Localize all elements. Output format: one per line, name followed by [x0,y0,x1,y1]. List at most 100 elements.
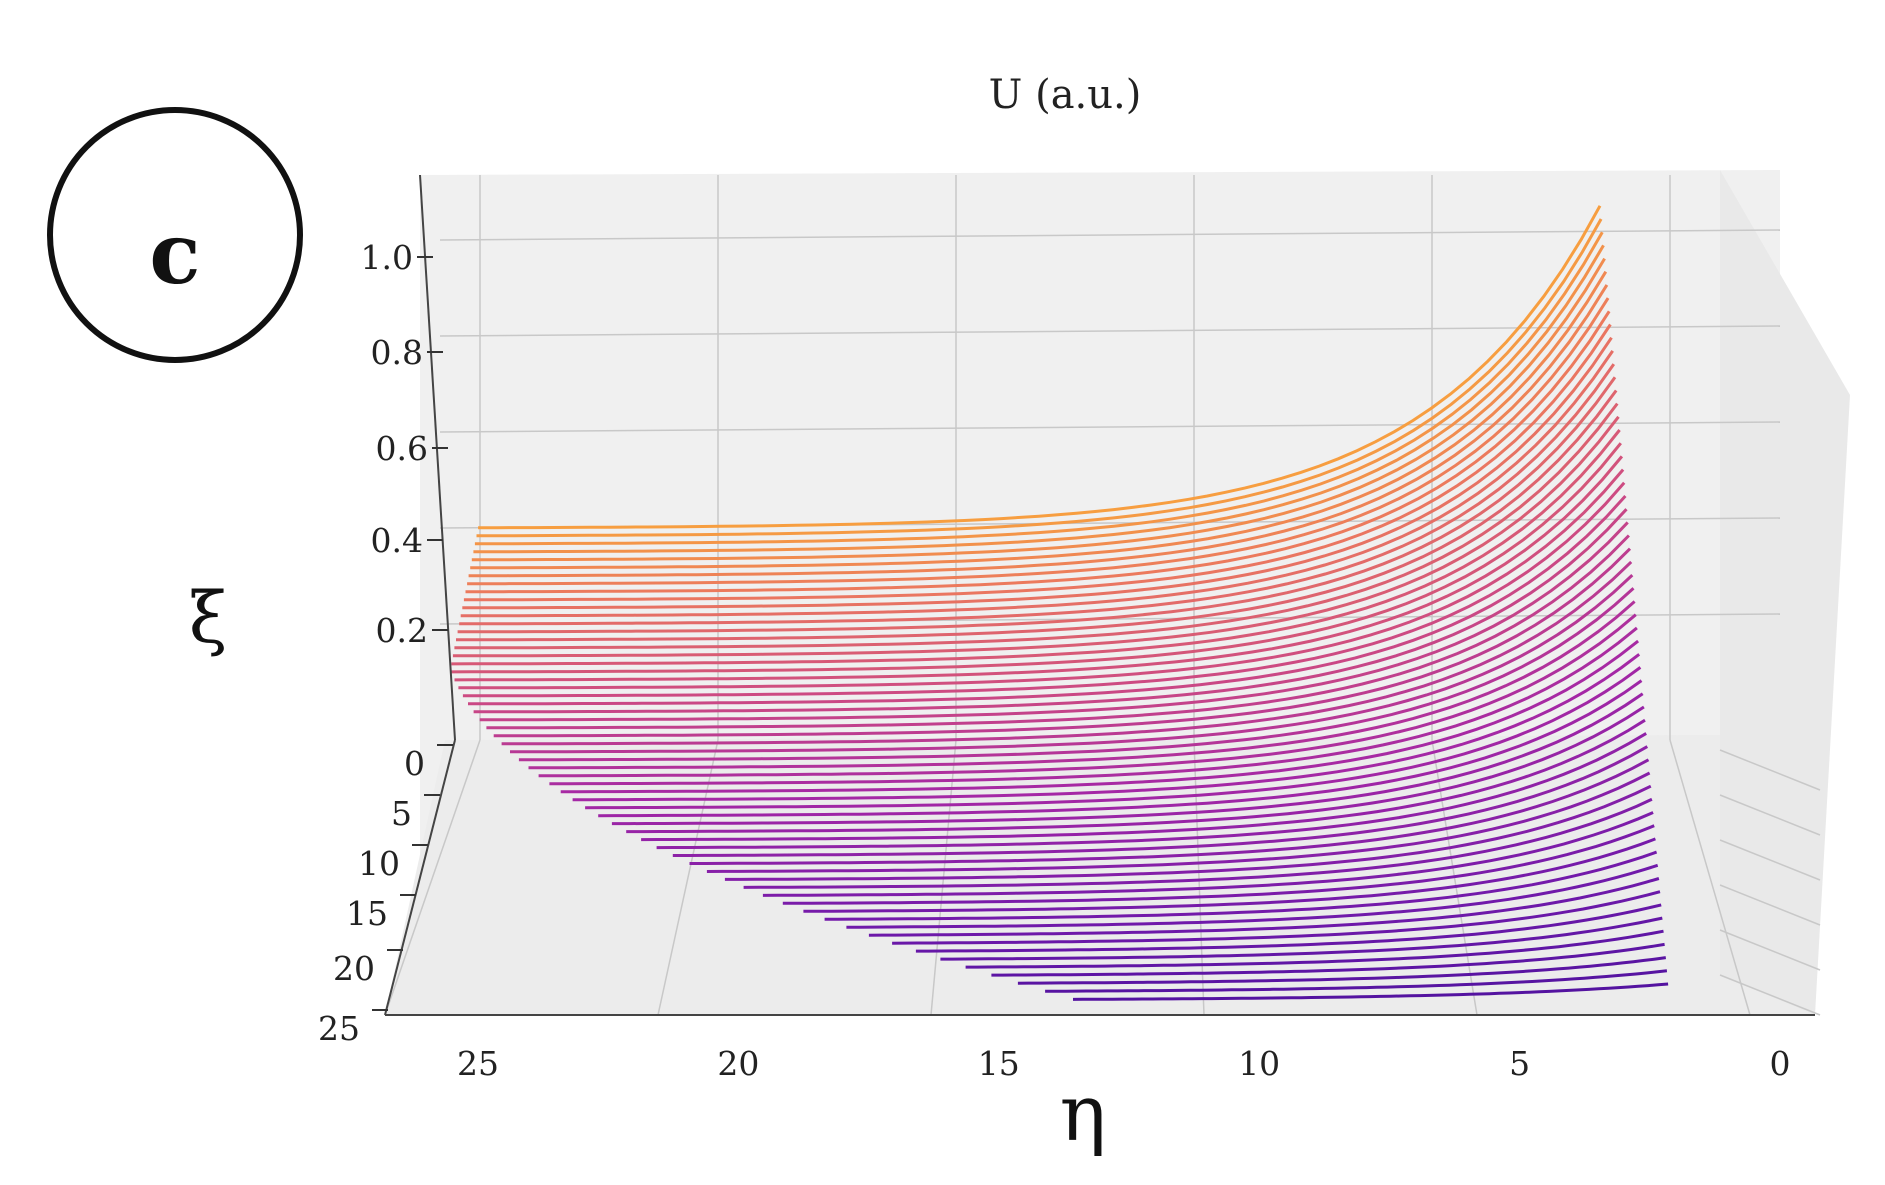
surface-curve [470,270,1608,570]
surface-curve [456,389,1618,642]
surface-curve [689,758,1650,865]
axis-lines [384,174,1815,1016]
y-tick-label: 5 [391,794,412,833]
surface-curve [940,916,1663,961]
x-tick-label: 15 [978,1044,1020,1083]
surface-curve [549,626,1638,786]
y-tick-label: 20 [333,949,375,988]
surface-curve [479,521,1629,722]
surface-curve [743,797,1653,889]
surface-curve [468,494,1627,706]
y-axis-label: ξ [189,577,228,659]
panel-label: c [149,204,200,303]
surface-curve [474,231,1604,546]
surface-curve [451,429,1621,666]
z-tick-label: 0.2 [376,611,428,650]
surface-curve [476,218,1603,538]
surface-curve [471,257,1606,562]
z-tick-label: 0.8 [371,333,423,372]
surface-curve [473,508,1628,714]
z-tick-labels: 0.2 0.4 0.6 0.8 1.0 [361,238,448,650]
chart-title: U (a.u.) [989,72,1142,118]
surface-curve [1045,969,1668,993]
grid-line [384,739,481,1016]
surface-curve [672,745,1649,857]
x-tick-label: 10 [1238,1044,1280,1083]
grid-line [1719,794,1821,836]
surface-curve [465,310,1611,594]
surface-curve [501,560,1633,746]
grid-line [439,325,1781,337]
z-axis-line [419,174,456,741]
x-tick-label: 5 [1509,1044,1530,1083]
surface-curve [462,481,1626,698]
surface-curve [1017,956,1667,985]
x-axis-label: η [1060,1069,1107,1159]
surface-curve [538,613,1637,778]
surface-curve [486,534,1630,730]
surface-curves [451,205,1669,1001]
surface-curve [468,284,1609,578]
surface-curve [572,653,1641,802]
surface-curve [598,679,1643,818]
grid-line [1719,929,1821,971]
grid-line [657,739,719,1016]
surface-curve [509,573,1634,754]
surface-curve [478,205,1602,530]
x-tick-label: 20 [717,1044,759,1083]
y-axis-line [384,739,456,1016]
surface-curve [473,244,1605,554]
x-tick-label: 0 [1770,1044,1791,1083]
surface-curve [656,732,1647,850]
x-tick-labels: 25 20 15 10 5 0 [457,1044,1791,1083]
z-tick-label: 0.6 [376,429,428,468]
surface-curve [460,350,1614,618]
surface-curve [611,692,1644,826]
surface-curve [892,890,1661,945]
grid-line [1719,884,1821,926]
surface-curve [915,903,1662,953]
surface-curve [782,824,1655,905]
surface-curve [467,297,1610,586]
surface-curve [846,863,1659,929]
surface-curve [458,468,1625,690]
surface-curve [824,850,1658,921]
y-tick-label: 25 [318,1009,360,1048]
surface-curve [991,942,1665,977]
surface-curve [868,877,1660,937]
y-tick-labels: 0 5 10 15 20 25 [318,744,453,1048]
surface-curve [493,547,1632,738]
surface-curve [803,837,1656,913]
y-tick-label: 10 [358,844,400,883]
right-pane [1720,170,1850,1015]
grid-line [1719,974,1821,1016]
surface-curve [454,455,1624,682]
surface-curve [459,363,1616,626]
z-tick-label: 0.4 [371,521,423,560]
surface-curve [462,336,1613,610]
surface-curve [451,442,1622,674]
surface-curve [641,718,1646,842]
surface-curve [706,771,1651,873]
surface-curve [457,376,1617,634]
surface-curve [626,705,1645,834]
surface-curve [528,600,1636,770]
surface-curve [560,639,1640,794]
surface-curve [965,929,1664,969]
panel-label-circle [47,107,303,363]
surface-curve [724,784,1652,881]
surface-curve [585,666,1642,810]
z-tick-label: 1.0 [361,238,413,277]
grid-line [1669,739,1751,1016]
surface-curve [518,587,1635,762]
grid-line [1719,839,1821,881]
y-tick-label: 0 [404,744,425,783]
surface-curve [463,323,1612,602]
y-tick-label: 15 [346,894,388,933]
panel-label-badge: c [47,107,303,363]
surface-curve [762,811,1654,897]
grid-line [1719,749,1821,791]
surface-curve [1072,982,1669,1001]
surface-curve [454,402,1619,650]
